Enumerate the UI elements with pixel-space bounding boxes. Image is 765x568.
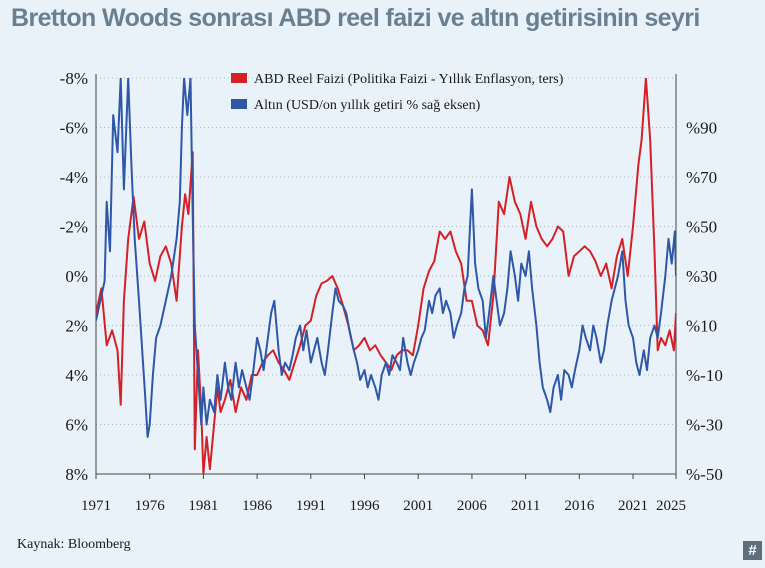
left-tick-label: -2% (60, 218, 88, 237)
x-axis-ticks: 1971 1976 1981 1986 1991 1996 2001 2006 2011 2016… (81, 474, 686, 514)
left-tick-label: 6% (65, 416, 88, 435)
legend-swatch-real-rate (231, 73, 247, 83)
right-tick-label: %10 (686, 317, 717, 336)
x-tick-label: 2025 (656, 498, 686, 514)
x-tick-label: 1986 (242, 498, 273, 514)
left-tick-label: 8% (65, 465, 88, 484)
series-lines (96, 78, 676, 474)
left-tick-label: -8% (60, 69, 88, 88)
left-tick-label: -6% (60, 119, 88, 138)
right-tick-label: %-50 (686, 465, 723, 484)
x-tick-label: 1971 (81, 498, 111, 514)
x-tick-label: 1996 (350, 498, 381, 514)
x-tick-label: 2011 (511, 498, 540, 514)
left-tick-label: 4% (65, 366, 88, 385)
source-note: Kaynak: Bloomberg (17, 537, 131, 552)
x-tick-label: 1991 (296, 498, 326, 514)
right-tick-label: %90 (686, 119, 717, 138)
legend-label-real-rate: ABD Reel Faizi (Politika Faizi - Yıllık … (254, 72, 564, 87)
right-tick-label: %50 (686, 218, 717, 237)
right-tick-label: %-30 (686, 416, 723, 435)
legend: ABD Reel Faizi (Politika Faizi - Yıllık … (231, 72, 564, 113)
x-tick-label: 2016 (564, 498, 595, 514)
grid-lines (95, 74, 677, 475)
x-tick-label: 2001 (403, 498, 433, 514)
real-rate-line (96, 78, 676, 474)
right-tick-label: %30 (686, 267, 717, 286)
gold-return-line (96, 78, 676, 438)
x-tick-label: 1976 (135, 498, 166, 514)
left-tick-label: 0% (65, 267, 88, 286)
right-tick-label: %70 (686, 168, 717, 187)
legend-label-gold: Altın (USD/on yıllık getiri % sağ eksen) (254, 98, 481, 113)
left-tick-label: -4% (60, 168, 88, 187)
x-tick-label: 2006 (457, 498, 488, 514)
right-axis-ticks: %90 %70 %50 %30 %10 %-10 %-30 %-50 (686, 119, 723, 485)
legend-swatch-gold (231, 99, 247, 109)
hash-badge: # (743, 541, 762, 560)
left-tick-label: 2% (65, 317, 88, 336)
right-tick-label: %-10 (686, 366, 723, 385)
x-tick-label: 2021 (618, 498, 648, 514)
left-axis-ticks: -8% -6% -4% -2% 0% 2% 4% 6% 8% (60, 69, 88, 484)
x-tick-label: 1981 (188, 498, 218, 514)
chart-title: Bretton Woods sonrası ABD reel faizi ve … (11, 4, 700, 32)
